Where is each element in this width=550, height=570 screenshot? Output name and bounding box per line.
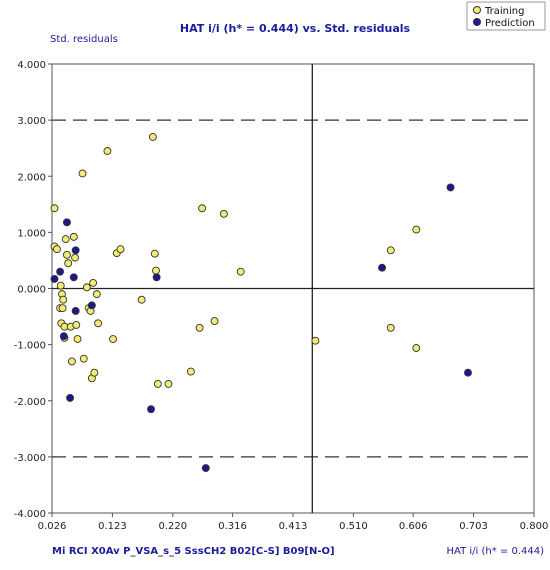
training-point (58, 304, 67, 313)
prediction-point (201, 464, 210, 473)
prediction-point (62, 218, 71, 227)
training-point (164, 379, 173, 388)
training-point (311, 336, 320, 345)
prediction-point (66, 393, 75, 402)
x-tick-label: 0.413 (279, 521, 308, 532)
x-tick-label: 0.026 (38, 521, 67, 532)
legend-box (466, 1, 546, 31)
x-axis-title: HAT i/i (h* = 0.444) (447, 546, 545, 557)
training-point (412, 344, 421, 352)
prediction-point (71, 307, 80, 315)
prediction-point (446, 183, 455, 192)
y-tick-label: 0.000 (17, 285, 46, 296)
x-tick-label: 0.510 (339, 521, 368, 532)
y-tick-label: -1.000 (14, 341, 46, 352)
training-point (150, 249, 159, 258)
training-point (59, 295, 68, 304)
legend-marker-training (473, 6, 481, 14)
training-point (71, 253, 79, 262)
prediction-point (56, 267, 65, 276)
x-tick-label: 0.316 (218, 521, 247, 532)
training-point (153, 379, 162, 388)
descriptor-list: Mi RCI X0Av P_VSA_s_5 SssCH2 B02[C-S] B0… (52, 546, 335, 557)
training-point (195, 323, 204, 332)
training-point (210, 317, 219, 326)
training-point (67, 357, 76, 366)
training-point (236, 267, 245, 276)
x-axis-ticks: 0.026 0.123 0.220 0.316 0.413 0.510 0.606 0.703… (38, 513, 549, 532)
y-tick-label: 4.000 (17, 60, 46, 71)
y-tick-label: -2.000 (14, 397, 46, 408)
training-point (219, 209, 228, 218)
training-point (90, 368, 99, 377)
training-point (64, 259, 73, 268)
training-point (73, 335, 82, 343)
prediction-point (378, 263, 387, 272)
training-point (82, 283, 91, 292)
training-point (148, 133, 157, 141)
x-tick-label: 0.703 (459, 521, 488, 532)
training-point (94, 319, 103, 328)
y-tick-label: 2.000 (17, 172, 46, 183)
y-tick-label: 1.000 (17, 228, 46, 239)
y-axis-title: Std. residuals (50, 34, 118, 45)
reference-lines (52, 64, 534, 513)
training-point (412, 225, 421, 234)
y-tick-label: -4.000 (14, 509, 46, 520)
training-point (386, 323, 395, 332)
training-point (78, 169, 87, 178)
prediction-point (152, 273, 161, 282)
prediction-point (59, 332, 68, 341)
prediction-point (50, 275, 59, 283)
training-point (109, 335, 117, 343)
training-point (79, 354, 88, 363)
training-point (72, 321, 81, 329)
training-point (61, 235, 70, 244)
prediction-point (147, 405, 155, 414)
legend-label-training: Training (484, 6, 524, 17)
prediction-point (87, 301, 96, 310)
training-point (56, 281, 65, 290)
x-tick-label: 0.123 (98, 521, 127, 532)
y-tick-label: -3.000 (14, 453, 46, 464)
x-tick-label: 0.606 (399, 521, 428, 532)
legend-label-prediction: Prediction (485, 18, 535, 29)
prediction-point (464, 368, 472, 377)
training-point (92, 290, 101, 299)
training-point (89, 278, 98, 287)
training-point (137, 295, 146, 304)
y-tick-label: 3.000 (17, 116, 46, 127)
training-point (103, 147, 112, 155)
legend: Training Prediction (466, 1, 546, 31)
x-tick-label: 0.220 (158, 521, 187, 532)
training-point (152, 266, 160, 275)
training-point (69, 232, 78, 241)
prediction-point (71, 246, 80, 255)
training-point (116, 245, 125, 254)
training-point (53, 245, 61, 254)
data-points (50, 133, 472, 473)
training-point (186, 367, 195, 376)
y-axis-ticks: 4.000 3.000 2.000 1.000 0.000 -1.000 -2.000 -3.… (14, 60, 52, 520)
training-point (386, 246, 395, 255)
prediction-point (69, 273, 78, 282)
chart-title: HAT i/i (h* = 0.444) vs. Std. residuals (180, 22, 411, 35)
training-point (50, 204, 59, 213)
legend-marker-prediction (473, 18, 481, 26)
x-tick-label: 0.800 (520, 521, 549, 532)
training-point (198, 204, 207, 213)
training-point (62, 250, 71, 259)
